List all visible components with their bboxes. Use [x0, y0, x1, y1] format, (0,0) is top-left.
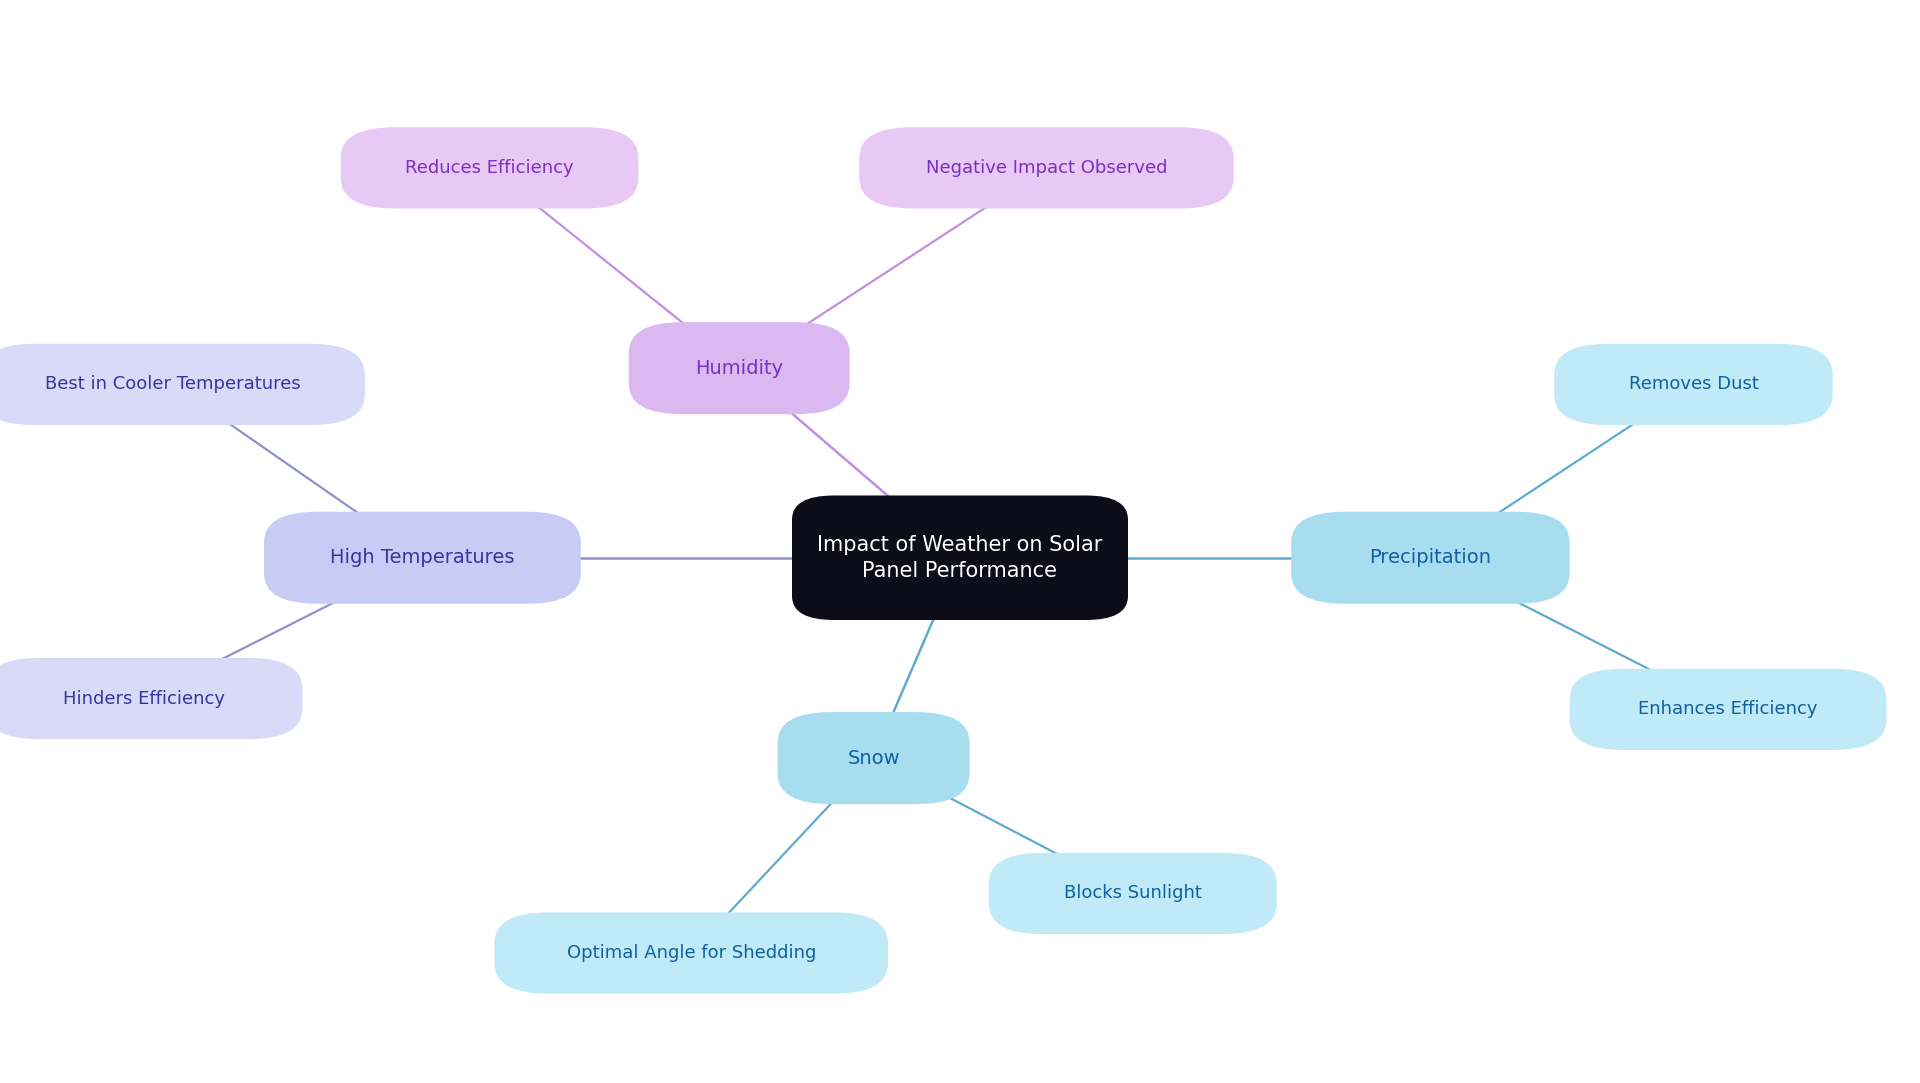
FancyBboxPatch shape — [791, 496, 1127, 619]
FancyBboxPatch shape — [778, 713, 970, 804]
Text: Enhances Efficiency: Enhances Efficiency — [1638, 701, 1818, 718]
FancyBboxPatch shape — [1555, 344, 1832, 425]
FancyBboxPatch shape — [1290, 512, 1569, 604]
Text: Precipitation: Precipitation — [1369, 548, 1492, 567]
Text: Reduces Efficiency: Reduces Efficiency — [405, 159, 574, 177]
Text: Impact of Weather on Solar
Panel Performance: Impact of Weather on Solar Panel Perform… — [818, 535, 1102, 580]
FancyBboxPatch shape — [340, 128, 637, 208]
FancyBboxPatch shape — [1569, 668, 1885, 749]
Text: Humidity: Humidity — [695, 358, 783, 378]
FancyBboxPatch shape — [630, 323, 849, 414]
Text: Optimal Angle for Shedding: Optimal Angle for Shedding — [566, 944, 816, 962]
FancyBboxPatch shape — [265, 512, 580, 604]
Text: Best in Cooler Temperatures: Best in Cooler Temperatures — [44, 376, 301, 393]
FancyBboxPatch shape — [860, 128, 1235, 208]
Text: Hinders Efficiency: Hinders Efficiency — [63, 690, 225, 707]
Text: High Temperatures: High Temperatures — [330, 548, 515, 567]
Text: Snow: Snow — [847, 748, 900, 768]
FancyBboxPatch shape — [0, 344, 365, 425]
FancyBboxPatch shape — [989, 853, 1277, 934]
Text: Removes Dust: Removes Dust — [1628, 376, 1759, 393]
FancyBboxPatch shape — [0, 657, 301, 739]
Text: Blocks Sunlight: Blocks Sunlight — [1064, 885, 1202, 902]
Text: Negative Impact Observed: Negative Impact Observed — [925, 159, 1167, 177]
FancyBboxPatch shape — [495, 912, 887, 994]
